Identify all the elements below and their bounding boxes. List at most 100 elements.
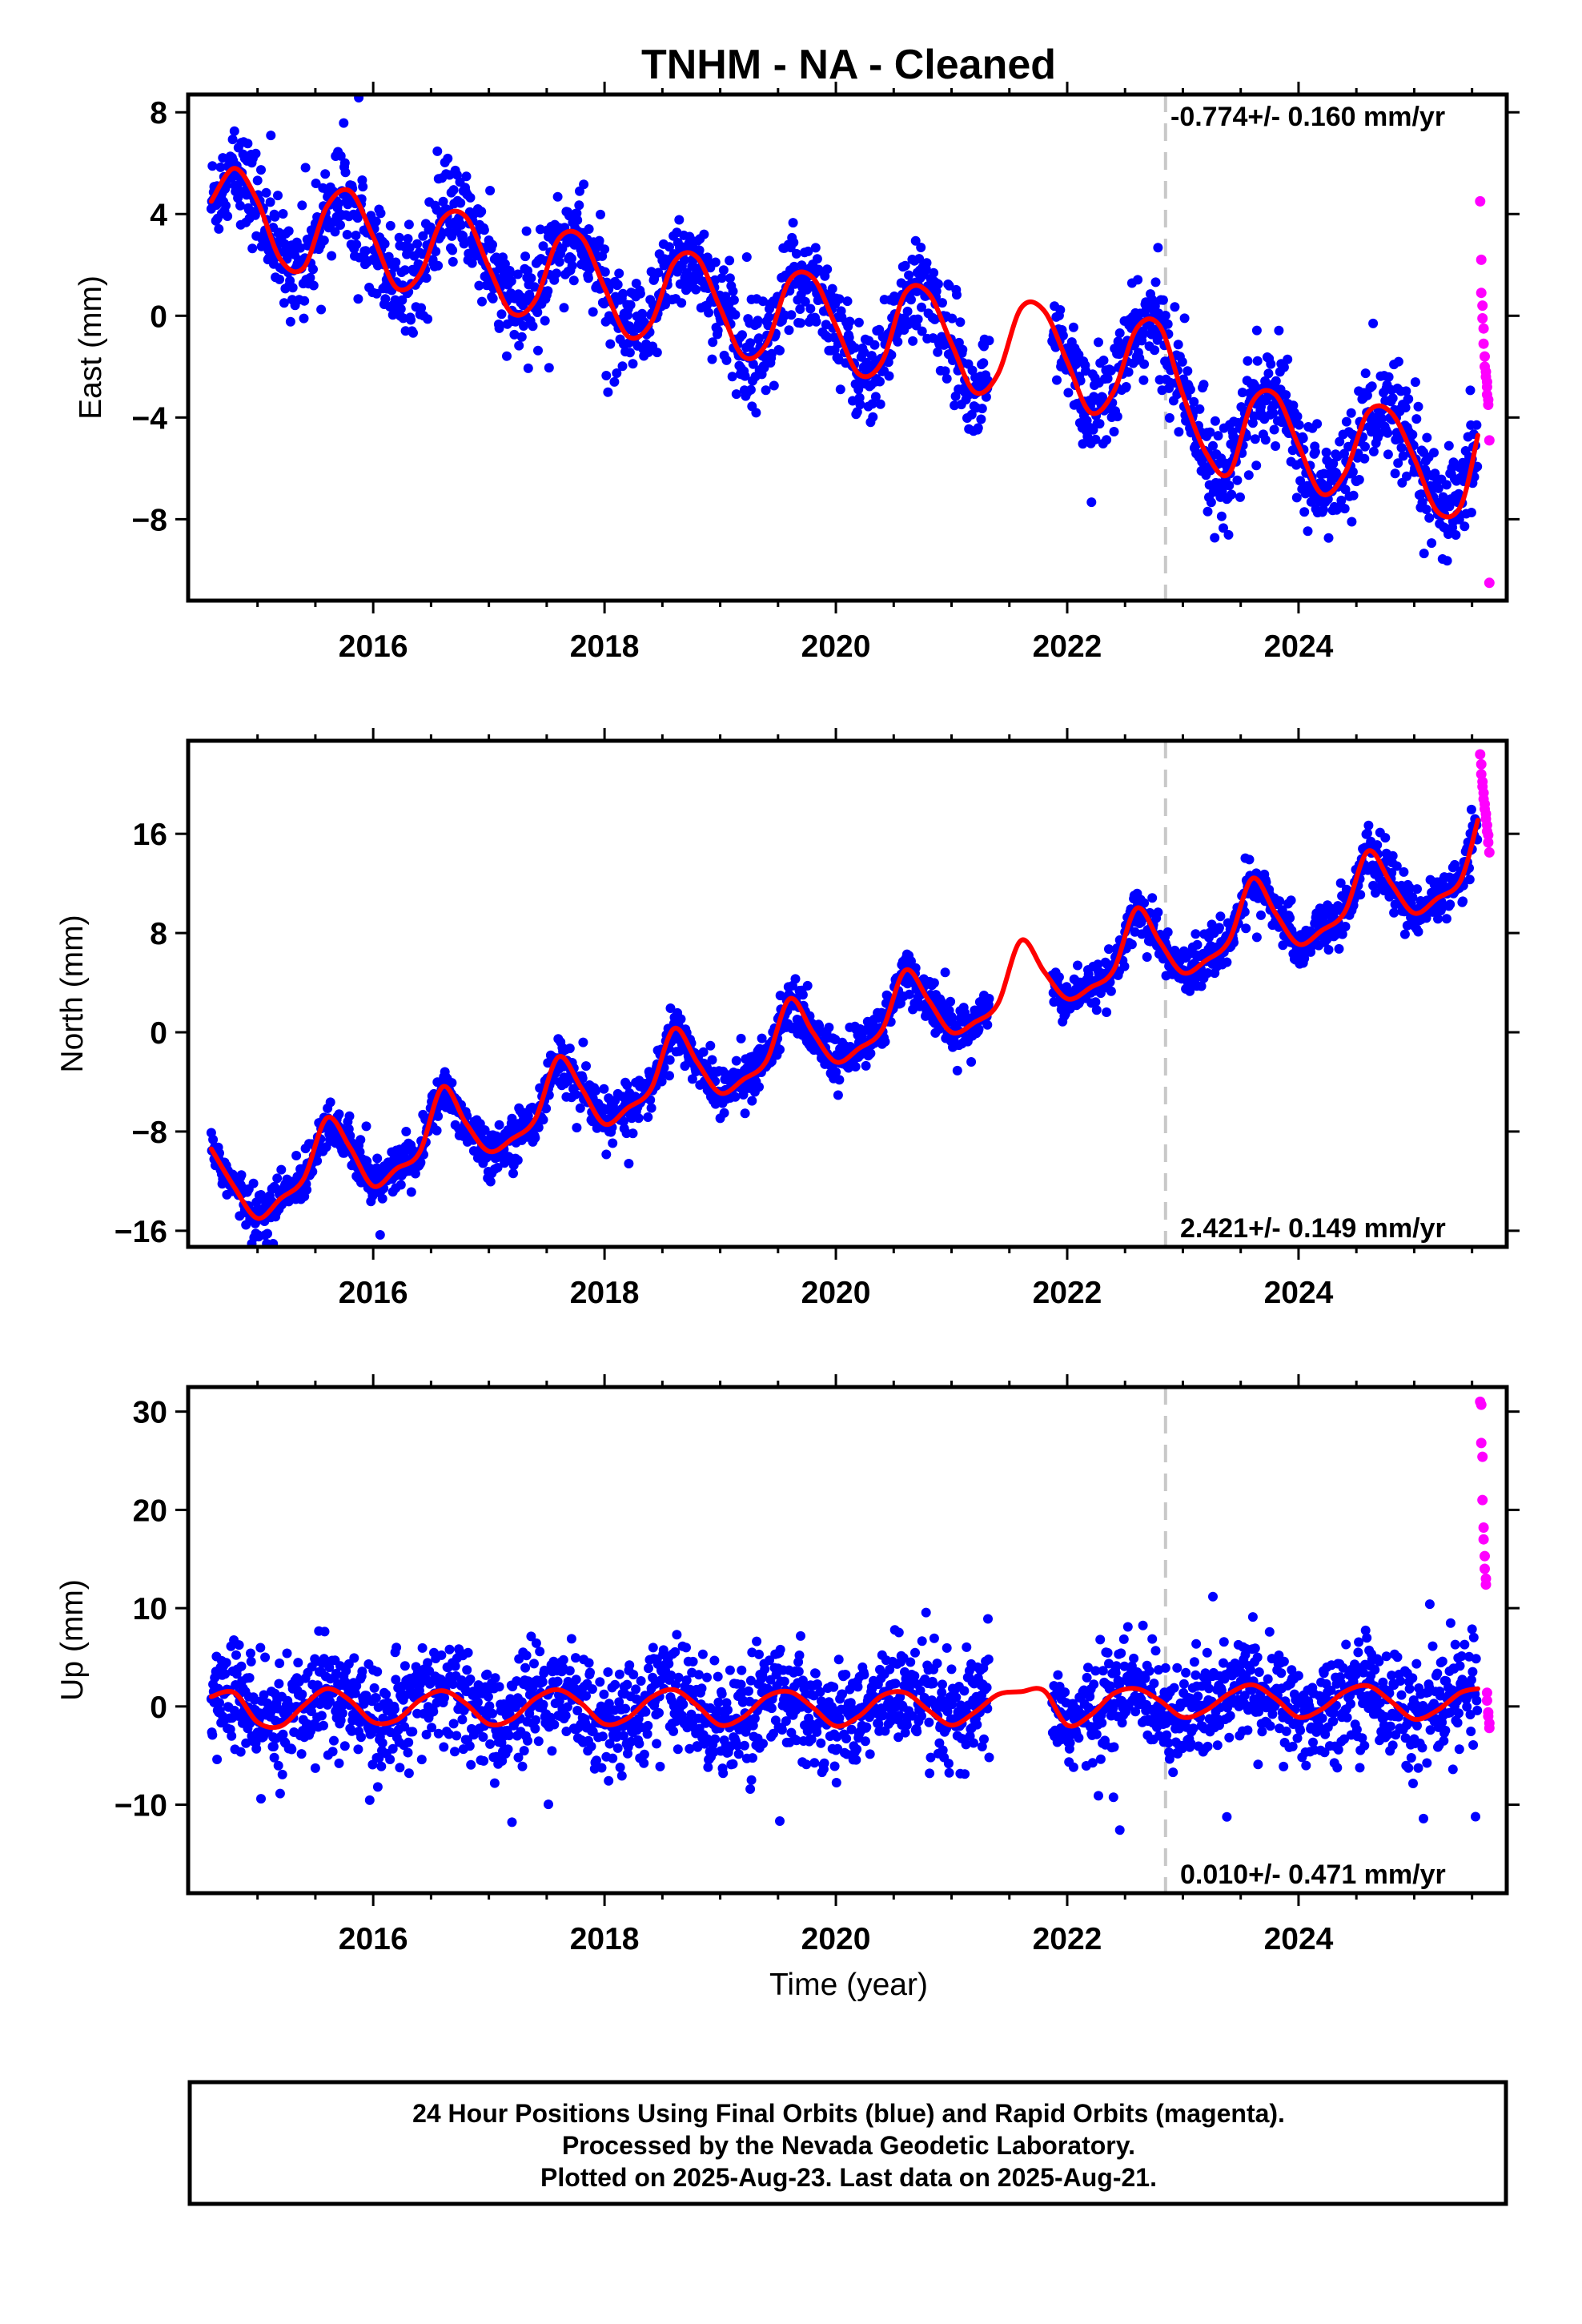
final-orbit-point <box>1054 972 1064 983</box>
final-orbit-point <box>1058 331 1068 340</box>
final-orbit-point <box>1286 895 1296 906</box>
final-orbit-point <box>741 252 752 262</box>
final-orbit-point <box>523 363 533 373</box>
final-orbit-point <box>609 376 620 387</box>
final-orbit-point <box>1347 517 1357 527</box>
final-orbit-point <box>740 1108 750 1119</box>
final-orbit-point <box>1150 277 1161 287</box>
final-orbit-point <box>214 223 224 234</box>
final-orbit-point <box>256 165 266 175</box>
final-orbit-point <box>502 351 512 361</box>
final-orbit-point <box>698 1047 709 1057</box>
final-orbit-point <box>736 1033 746 1043</box>
final-orbit-point <box>334 1109 344 1120</box>
final-orbit-point <box>1294 420 1304 430</box>
final-orbit-point <box>1421 505 1431 515</box>
final-orbit-point <box>215 162 226 172</box>
final-orbit-point <box>1441 914 1452 924</box>
final-orbit-point <box>433 1111 444 1121</box>
final-orbit-point <box>490 1673 500 1683</box>
final-orbit-point <box>710 257 721 267</box>
final-orbit-point <box>955 317 966 328</box>
final-orbit-point <box>1109 427 1119 436</box>
final-orbit-point <box>775 1044 785 1055</box>
final-orbit-point <box>1158 295 1168 305</box>
final-orbit-point <box>448 245 458 255</box>
east-final-orbit-points <box>206 93 1483 566</box>
final-orbit-point <box>1387 868 1397 878</box>
final-orbit-point <box>295 243 306 253</box>
final-orbit-point <box>603 387 613 397</box>
final-orbit-point <box>379 239 390 249</box>
final-orbit-point <box>859 348 869 358</box>
final-orbit-point <box>398 313 408 324</box>
final-orbit-point <box>397 295 408 305</box>
final-orbit-point <box>330 227 340 237</box>
final-orbit-point <box>488 1708 497 1719</box>
final-orbit-point <box>552 268 562 279</box>
final-orbit-point <box>728 286 738 296</box>
final-orbit-point <box>544 1799 553 1810</box>
final-orbit-point <box>1219 523 1228 533</box>
final-orbit-point <box>940 967 950 978</box>
final-orbit-point <box>1153 907 1163 918</box>
final-orbit-point <box>1068 322 1078 332</box>
final-orbit-point <box>1377 413 1387 424</box>
final-orbit-point <box>380 294 391 304</box>
final-orbit-point <box>554 257 564 267</box>
final-orbit-point <box>457 1715 468 1725</box>
final-orbit-point <box>1078 439 1088 449</box>
final-orbit-point <box>436 231 446 241</box>
final-orbit-point <box>1243 356 1253 366</box>
final-orbit-point <box>811 316 821 327</box>
final-orbit-point <box>1454 514 1464 525</box>
final-orbit-point <box>1346 408 1356 418</box>
final-orbit-point <box>410 1168 420 1179</box>
final-orbit-point <box>1283 354 1293 364</box>
final-orbit-point <box>477 296 487 307</box>
y-tick-label: −16 <box>114 1215 167 1249</box>
final-orbit-point <box>503 1744 513 1755</box>
final-orbit-point <box>369 1683 379 1693</box>
final-orbit-point <box>1300 489 1311 499</box>
final-orbit-point <box>1251 932 1262 943</box>
final-orbit-point <box>1090 434 1101 444</box>
final-orbit-point <box>805 304 816 314</box>
final-orbit-point <box>403 234 413 244</box>
final-orbit-point <box>235 1747 246 1757</box>
final-orbit-point <box>278 209 288 219</box>
final-orbit-point <box>929 978 939 988</box>
final-orbit-point <box>1319 505 1328 515</box>
final-orbit-point <box>327 1747 338 1757</box>
final-orbit-point <box>900 260 910 271</box>
final-orbit-point <box>725 255 735 266</box>
final-orbit-point <box>1422 432 1432 443</box>
final-orbit-point <box>1227 489 1237 500</box>
final-orbit-point <box>1192 939 1203 950</box>
final-orbit-point <box>1215 911 1226 922</box>
final-orbit-point <box>1106 986 1116 996</box>
final-orbit-point <box>234 1640 244 1651</box>
final-orbit-point <box>1275 896 1285 907</box>
final-orbit-point <box>1445 899 1456 910</box>
final-orbit-point <box>421 273 432 283</box>
final-orbit-point <box>944 280 954 291</box>
final-orbit-point <box>694 245 705 255</box>
final-orbit-point <box>538 241 548 251</box>
final-orbit-point <box>436 1650 447 1660</box>
final-orbit-point <box>1215 923 1224 933</box>
final-orbit-point <box>1073 960 1082 971</box>
final-orbit-point <box>1398 451 1408 461</box>
final-orbit-point <box>1104 944 1114 955</box>
final-orbit-point <box>786 310 797 320</box>
final-orbit-point <box>265 197 275 207</box>
final-orbit-point <box>532 308 543 317</box>
rapid-orbit-point <box>1476 287 1487 299</box>
east-plot-frame <box>186 92 1509 603</box>
final-orbit-point <box>327 251 337 261</box>
final-orbit-point <box>516 332 527 342</box>
final-orbit-point <box>227 1731 237 1741</box>
final-orbit-point <box>1232 475 1243 485</box>
